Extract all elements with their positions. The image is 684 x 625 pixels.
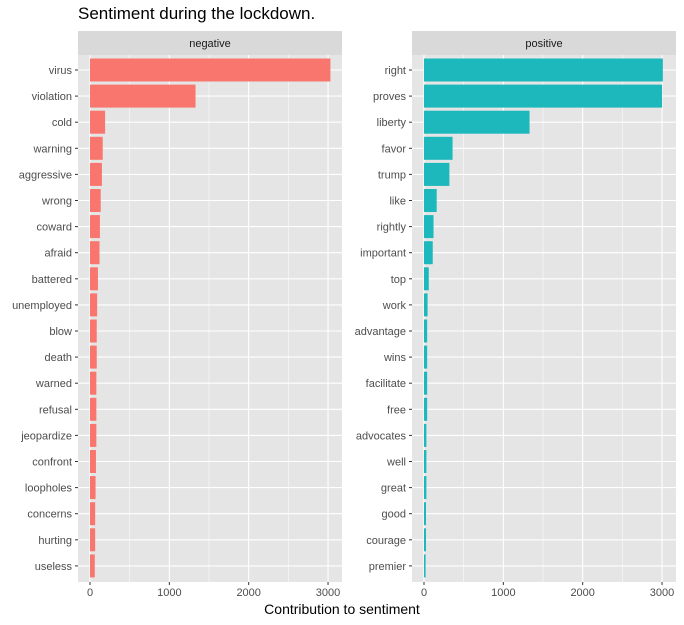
bar [424, 397, 428, 421]
facet-strip [412, 31, 676, 55]
y-tick-label: useless [35, 561, 73, 573]
y-tick-label: right [385, 65, 406, 77]
bar [90, 110, 106, 134]
bar [424, 241, 433, 265]
y-tick-label: work [382, 300, 407, 312]
bar [90, 215, 100, 239]
y-tick-label: refusal [39, 404, 72, 416]
bar [90, 162, 102, 186]
x-tick-label: 1000 [491, 587, 515, 599]
y-tick-label: top [391, 274, 406, 286]
y-tick-label: hurting [38, 535, 72, 547]
bar [424, 345, 428, 369]
bar [90, 84, 196, 108]
y-tick-label: proves [373, 91, 407, 103]
bar [90, 189, 101, 212]
y-tick-label: virus [49, 65, 73, 77]
bar [424, 58, 663, 82]
y-tick-label: battered [32, 274, 72, 286]
bar [424, 267, 429, 291]
x-tick-label: 2000 [570, 587, 594, 599]
y-tick-label: violation [32, 91, 72, 103]
bar [424, 84, 663, 108]
bar [424, 215, 434, 239]
y-tick-label: blow [49, 326, 72, 338]
panel-background [412, 55, 676, 582]
facet-strip-label: negative [189, 38, 231, 50]
y-tick-label: premier [369, 561, 407, 573]
y-tick-label: good [382, 509, 406, 521]
chart-title: Sentiment during the lockdown. [78, 4, 316, 23]
bar [90, 554, 95, 578]
bar [90, 267, 98, 291]
bar [424, 136, 453, 160]
y-tick-label: favor [382, 143, 407, 155]
bar [90, 345, 97, 369]
y-tick-label: free [387, 404, 406, 416]
bar [424, 423, 427, 447]
y-tick-label: liberty [377, 117, 407, 129]
bar [424, 528, 426, 552]
y-tick-label: warning [32, 143, 72, 155]
y-tick-label: trump [378, 169, 406, 181]
y-tick-label: unemployed [12, 300, 72, 312]
x-tick-label: 0 [87, 587, 93, 599]
x-tick-label: 2000 [236, 587, 260, 599]
bar [424, 162, 450, 186]
y-tick-label: advocates [356, 430, 407, 442]
bar [90, 528, 96, 552]
bar [424, 189, 437, 212]
y-tick-label: concerns [27, 509, 72, 521]
bar [424, 450, 427, 473]
y-tick-label: confront [32, 457, 72, 469]
bar [90, 58, 331, 82]
y-tick-label: afraid [44, 248, 72, 260]
y-tick-label: aggressive [19, 169, 72, 181]
y-tick-label: rightly [377, 222, 407, 234]
bar [90, 293, 98, 317]
y-tick-label: jeopardize [20, 430, 72, 442]
panel-background [78, 55, 342, 582]
y-tick-label: advantage [355, 326, 406, 338]
bar [424, 476, 427, 500]
y-tick-label: wrong [41, 196, 72, 208]
y-tick-label: important [360, 248, 406, 260]
y-tick-label: cold [52, 117, 72, 129]
bar [424, 502, 426, 526]
bar [90, 423, 97, 447]
x-tick-label: 3000 [650, 587, 674, 599]
x-tick-label: 3000 [316, 587, 340, 599]
bar [424, 110, 530, 134]
x-tick-label: 1000 [157, 587, 181, 599]
x-axis-title: Contribution to sentiment [264, 601, 420, 617]
bar [90, 397, 97, 421]
y-tick-label: coward [37, 222, 72, 234]
y-tick-label: facilitate [366, 378, 406, 390]
y-tick-label: courage [366, 535, 406, 547]
bar [424, 554, 426, 578]
bar [90, 371, 97, 395]
bar [424, 293, 428, 317]
x-tick-label: 0 [421, 587, 427, 599]
bar [90, 450, 96, 473]
y-tick-label: loopholes [25, 483, 73, 495]
facet-strip [78, 31, 342, 55]
bar [90, 319, 97, 343]
y-tick-label: great [381, 483, 406, 495]
bar [424, 319, 428, 343]
bar [90, 502, 96, 526]
y-tick-label: like [389, 196, 406, 208]
bar [90, 136, 103, 160]
y-tick-label: warned [35, 378, 72, 390]
facet-strip-label: positive [525, 38, 562, 50]
y-tick-label: death [44, 352, 72, 364]
bar [90, 476, 96, 500]
y-tick-label: wins [383, 352, 407, 364]
y-tick-label: well [386, 457, 406, 469]
bar [424, 371, 428, 395]
bar [90, 241, 100, 265]
